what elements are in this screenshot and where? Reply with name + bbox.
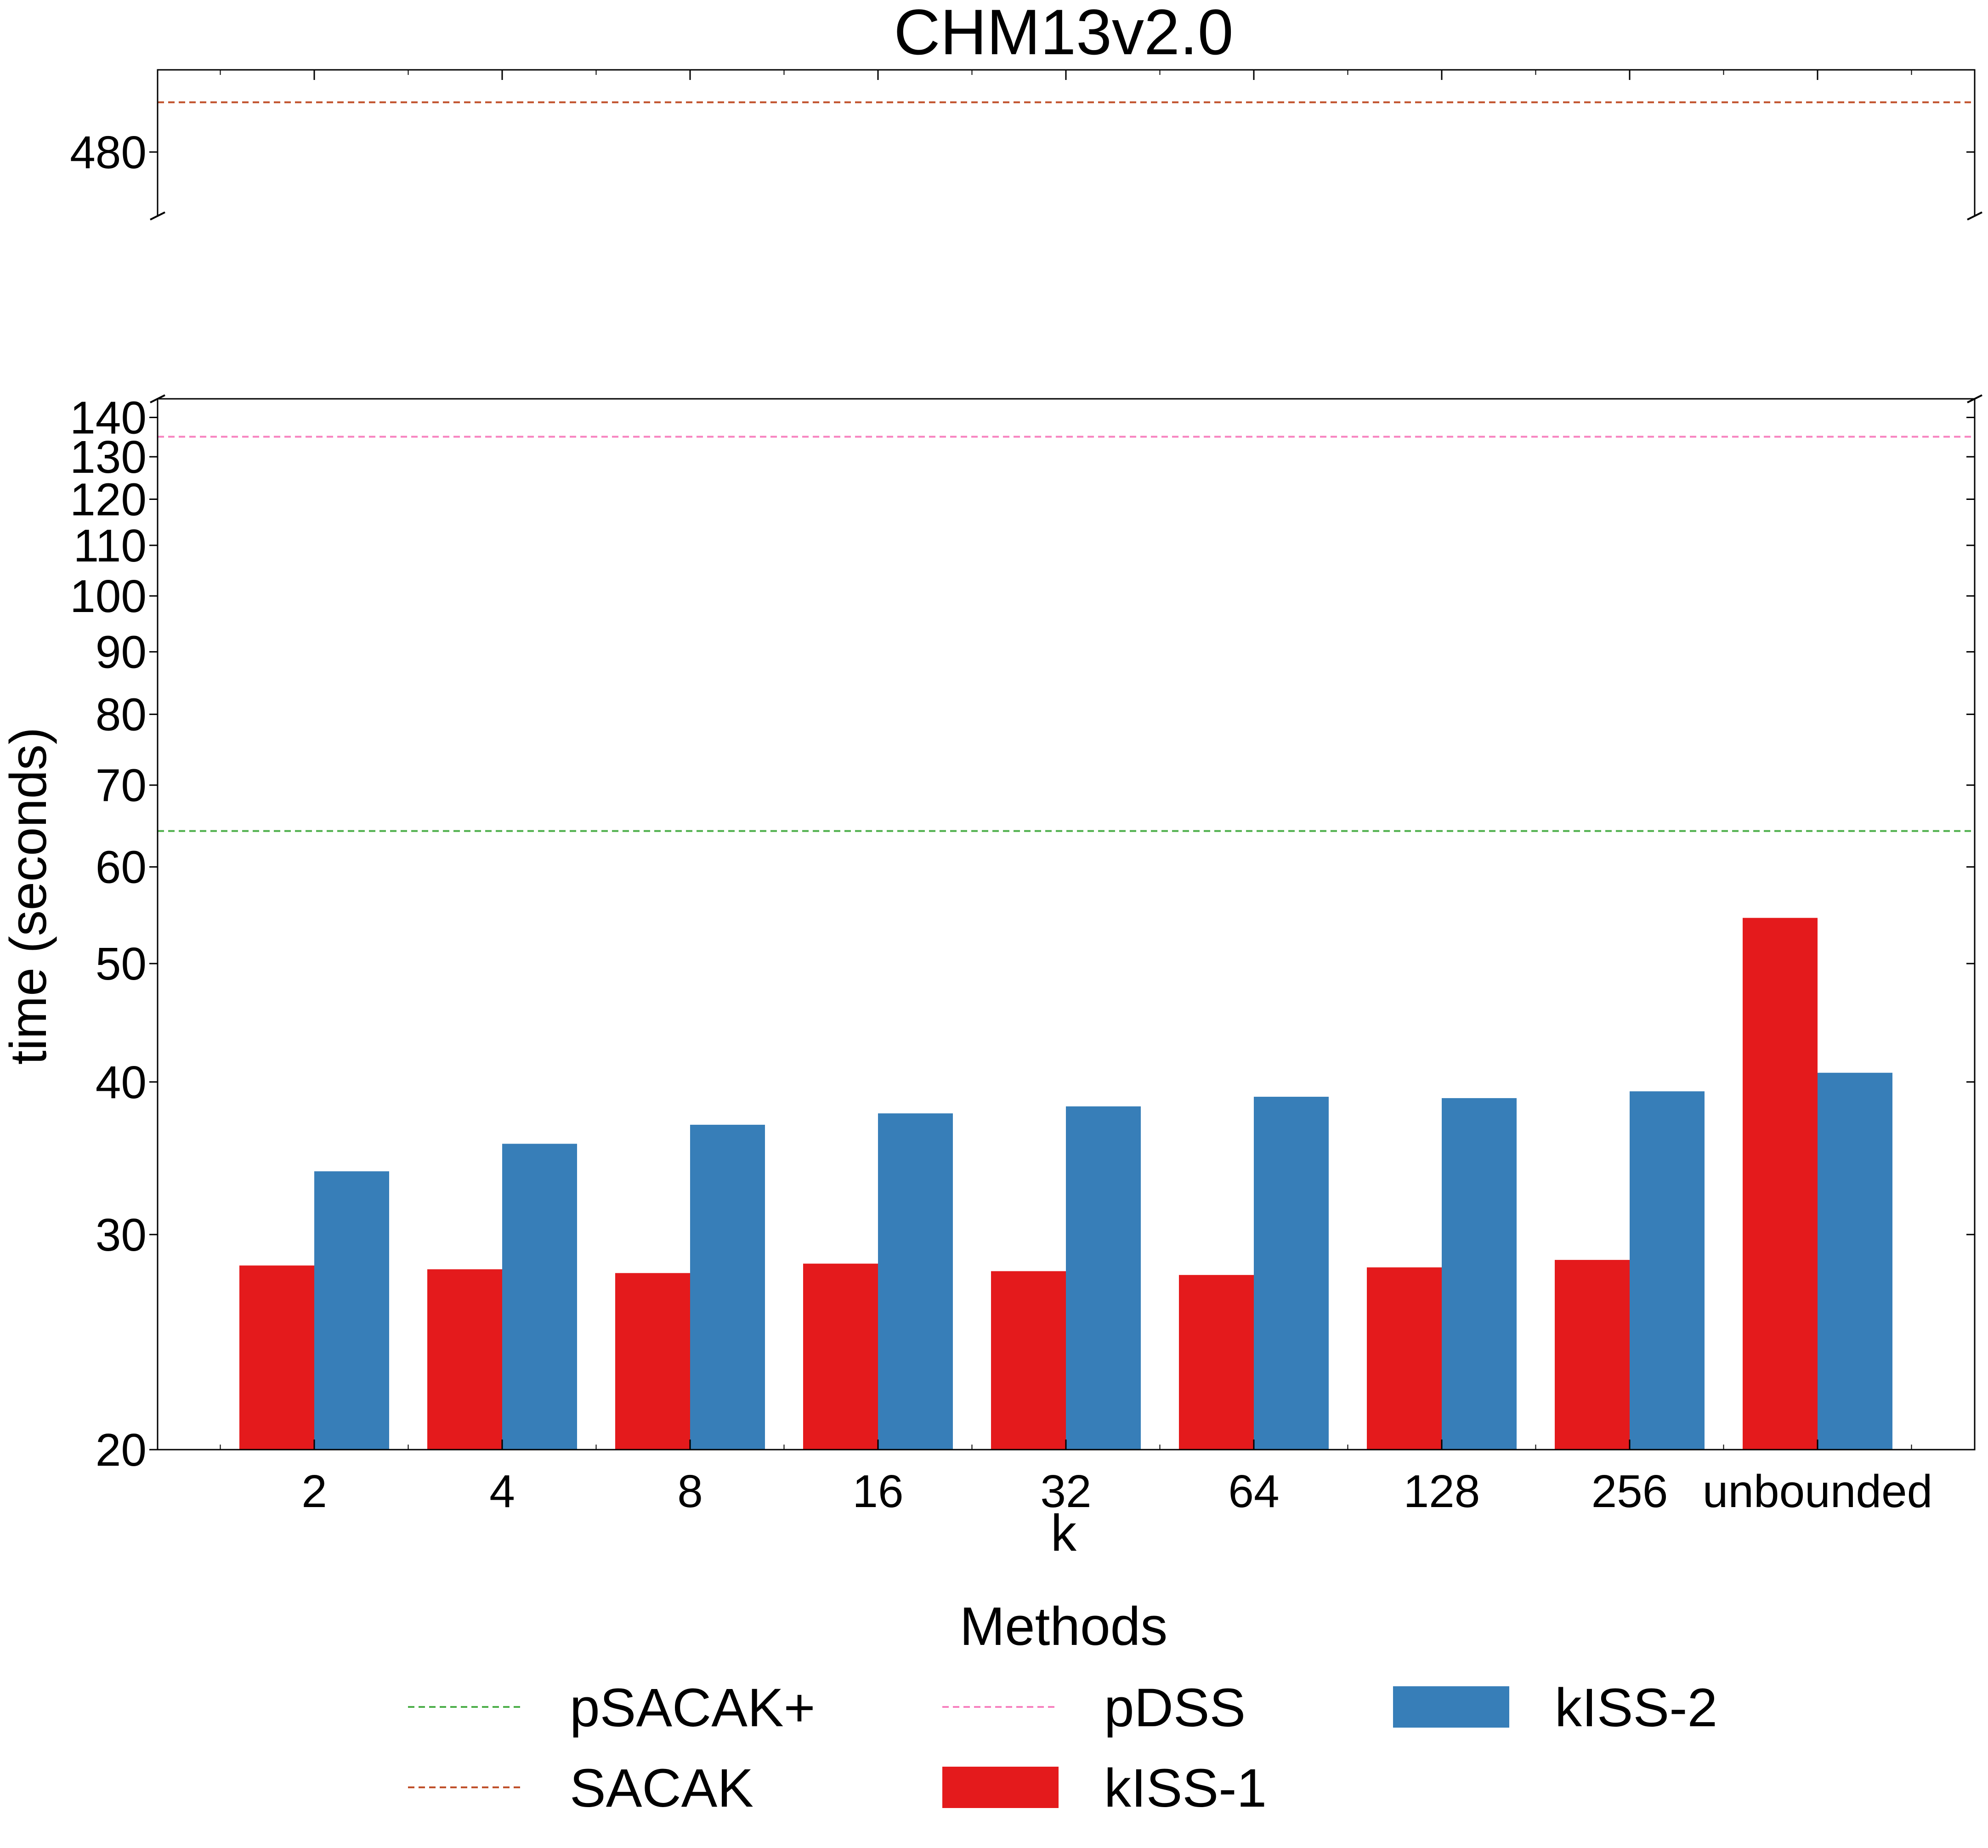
bar-kISS-2-64 — [1254, 1096, 1329, 1450]
y-tick-label: 70 — [96, 760, 147, 811]
x-tick-label: 2 — [301, 1466, 327, 1517]
bar-kISS-2-unbounded — [1818, 1072, 1892, 1450]
y-tick-label: 80 — [96, 689, 147, 741]
legend-label-kISS-1: kISS-1 — [1104, 1758, 1267, 1819]
bar-kISS-1-8 — [615, 1273, 690, 1450]
bar-kISS-2-16 — [878, 1113, 953, 1450]
bar-kISS-1-64 — [1179, 1275, 1254, 1450]
upper-axes-frame — [157, 69, 1976, 216]
y-axis-title: time (seconds) — [0, 727, 57, 1065]
y-tick-label: 90 — [96, 627, 147, 678]
bar-kISS-1-256 — [1555, 1260, 1630, 1450]
x-tick-label: unbounded — [1703, 1466, 1933, 1517]
upper-panel: 480 — [70, 69, 1982, 221]
legend-swatch-kISS-2 — [1393, 1686, 1509, 1728]
y-tick-label: 30 — [96, 1209, 147, 1261]
y-tick-label: 120 — [70, 474, 147, 525]
bar-kISS-1-4 — [427, 1269, 502, 1450]
legend: Methods pSACAK+ SACAK pDSS kISS-1 kISS-2 — [408, 1596, 1717, 1819]
bar-kISS-1-16 — [803, 1264, 878, 1450]
legend-swatch-kISS-1 — [942, 1767, 1059, 1808]
y-tick-label: 110 — [74, 520, 147, 572]
bar-kISS-2-256 — [1630, 1091, 1705, 1450]
y-tick-label: 60 — [96, 842, 147, 893]
bar-kISS-1-32 — [991, 1271, 1066, 1450]
x-tick-label: 4 — [489, 1466, 515, 1517]
x-tick-label: 32 — [1040, 1466, 1091, 1517]
x-tick-label: 8 — [677, 1466, 703, 1517]
legend-label-SACAK: SACAK — [570, 1758, 753, 1819]
legend-title: Methods — [960, 1596, 1168, 1657]
y-tick-label: 140 — [70, 392, 147, 444]
bar-kISS-2-2 — [314, 1171, 389, 1450]
axis-break-mark — [1967, 394, 1982, 403]
x-tick-label: 64 — [1228, 1466, 1279, 1517]
axis-break-mark — [150, 211, 165, 221]
bar-kISS-1-unbounded — [1743, 918, 1818, 1450]
legend-label-pSACAK+: pSACAK+ — [570, 1678, 816, 1738]
y-tick-label: 130 — [70, 431, 147, 483]
x-tick-label: 128 — [1404, 1466, 1480, 1517]
bar-kISS-1-2 — [239, 1265, 314, 1450]
bar-kISS-2-8 — [690, 1124, 765, 1450]
x-axis-title: k — [1051, 1504, 1077, 1562]
legend-label-kISS-2: kISS-2 — [1555, 1678, 1717, 1738]
legend-label-pDSS: pDSS — [1104, 1678, 1246, 1738]
bar-kISS-2-32 — [1066, 1106, 1141, 1450]
bar-kISS-2-128 — [1442, 1098, 1517, 1450]
bar-kISS-1-128 — [1367, 1267, 1442, 1450]
x-tick-label: 256 — [1592, 1466, 1668, 1517]
bar-kISS-2-4 — [502, 1144, 577, 1450]
y-tick-label: 20 — [96, 1424, 147, 1476]
y-tick-label: 50 — [96, 938, 147, 990]
y-tick-label: 40 — [96, 1057, 147, 1108]
y-tick-label: 100 — [70, 571, 147, 622]
axis-break-mark — [1967, 211, 1982, 221]
axis-break-mark — [150, 394, 165, 403]
chart-title: CHM13v2.0 — [894, 0, 1233, 68]
y-tick-label: 480 — [70, 127, 147, 178]
x-tick-label: 16 — [852, 1466, 903, 1517]
